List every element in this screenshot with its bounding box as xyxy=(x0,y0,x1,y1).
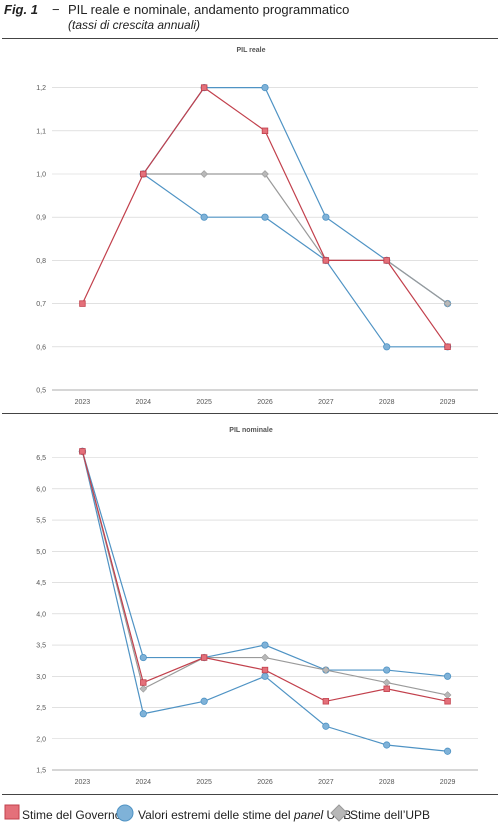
data-point-governo xyxy=(200,654,208,661)
y-tick-label: 5,0 xyxy=(36,549,46,556)
data-point-panel_min xyxy=(383,343,391,351)
chart-title: PIL nominale xyxy=(229,427,273,434)
data-point-panel_min xyxy=(383,741,391,749)
data-point-upb xyxy=(322,666,330,674)
x-tick-label: 2029 xyxy=(440,779,456,786)
y-tick-label: 1,0 xyxy=(36,172,46,179)
series-line-panel_min xyxy=(142,173,448,348)
data-point-governo xyxy=(261,666,269,674)
data-point-governo xyxy=(444,698,451,705)
diamond-marker-icon xyxy=(330,804,348,822)
data-point-panel_max xyxy=(261,641,269,649)
square-marker-icon xyxy=(4,804,20,820)
series-line-upb xyxy=(143,173,448,305)
data-point-panel_min xyxy=(322,722,330,730)
x-tick-label: 2028 xyxy=(379,399,395,406)
data-point-governo xyxy=(383,257,390,264)
y-tick-label: 1,2 xyxy=(36,85,46,92)
x-tick-label: 2025 xyxy=(196,399,212,406)
y-tick-label: 6,5 xyxy=(36,455,46,462)
bottom-rule xyxy=(2,794,498,795)
data-point-upb xyxy=(139,684,148,693)
figure-number: Fig. 1 xyxy=(4,2,38,17)
y-tick-label: 0,5 xyxy=(36,388,46,395)
y-tick-label: 4,0 xyxy=(36,611,46,618)
figure-dash: − xyxy=(52,2,60,17)
x-tick-label: 2023 xyxy=(75,779,91,786)
data-point-upb xyxy=(261,170,269,178)
data-point-panel_min xyxy=(261,213,269,221)
y-tick-label: 3,5 xyxy=(36,643,46,650)
data-point-governo xyxy=(322,698,330,705)
y-tick-label: 0,7 xyxy=(36,301,46,308)
data-point-panel_max xyxy=(139,653,147,662)
y-tick-label: 0,6 xyxy=(36,344,46,351)
legend: Stime del Governo Valori estremi delle s… xyxy=(0,800,502,830)
data-point-panel_min xyxy=(200,213,208,221)
x-tick-label: 2024 xyxy=(135,779,151,786)
data-point-governo xyxy=(261,127,269,134)
data-point-panel_min xyxy=(261,672,269,680)
data-point-governo xyxy=(200,84,208,91)
top-rule xyxy=(2,38,498,39)
x-tick-label: 2025 xyxy=(196,779,212,786)
circle-marker-icon xyxy=(116,804,134,822)
x-tick-label: 2026 xyxy=(257,779,273,786)
pil-nominale-chart: PIL nominale 1,5 2,0 2,5 3,0 3,5 4,0 4,5 5,0 5,5 6… xyxy=(36,427,478,786)
data-point-panel_max xyxy=(322,213,330,221)
y-tick-label: 3,0 xyxy=(36,674,46,681)
pil-reale-chart: PIL reale 0,5 0,6 0,7 0,8 0,9 1,0 1,1 1,2 2023 202… xyxy=(36,47,478,406)
chart-title: PIL reale xyxy=(236,47,265,54)
x-tick-label: 2024 xyxy=(135,399,151,406)
x-tick-label: 2026 xyxy=(257,399,273,406)
middle-rule xyxy=(2,413,498,414)
data-point-governo xyxy=(79,448,86,455)
legend-label-panel: Valori estremi delle stime del panel UPB xyxy=(138,808,351,822)
x-tick-label: 2028 xyxy=(379,779,395,786)
figure-title: PIL reale e nominale, andamento programm… xyxy=(68,2,350,17)
x-tick-label: 2027 xyxy=(318,779,334,786)
y-tick-label: 1,5 xyxy=(36,768,46,775)
y-tick-label: 0,8 xyxy=(36,258,46,265)
data-point-upb xyxy=(200,170,208,178)
series-line-panel_min xyxy=(81,451,448,752)
legend-label-upb: Stime dell’UPB xyxy=(350,808,431,822)
data-point-upb xyxy=(443,691,452,699)
legend-label-governo: Stime del Governo xyxy=(22,808,122,822)
data-point-governo xyxy=(79,300,86,307)
data-point-governo xyxy=(140,170,147,178)
data-point-panel_max xyxy=(443,672,452,680)
data-point-upb xyxy=(261,653,269,662)
y-tick-label: 2,0 xyxy=(36,736,46,743)
x-tick-label: 2023 xyxy=(75,399,91,406)
y-tick-label: 0,9 xyxy=(36,215,46,222)
y-tick-label: 4,5 xyxy=(36,580,46,587)
data-point-panel_max xyxy=(383,666,391,674)
data-point-governo xyxy=(444,343,451,350)
figure-subtitle: (tassi di crescita annuali) xyxy=(68,18,201,32)
y-tick-label: 1,1 xyxy=(36,128,46,135)
data-point-panel_min xyxy=(200,697,208,705)
data-point-panel_max xyxy=(261,83,269,92)
y-tick-label: 5,5 xyxy=(36,518,46,525)
y-tick-label: 2,5 xyxy=(36,705,46,712)
data-point-governo xyxy=(383,685,390,692)
data-point-governo xyxy=(140,679,147,686)
data-point-upb xyxy=(382,678,391,687)
x-tick-label: 2027 xyxy=(318,399,334,406)
data-point-panel_min xyxy=(139,710,147,718)
data-point-upb xyxy=(443,299,452,308)
y-tick-label: 6,0 xyxy=(36,486,46,493)
data-point-panel_min xyxy=(443,747,452,755)
data-point-governo xyxy=(322,257,330,264)
x-tick-label: 2029 xyxy=(440,399,456,406)
